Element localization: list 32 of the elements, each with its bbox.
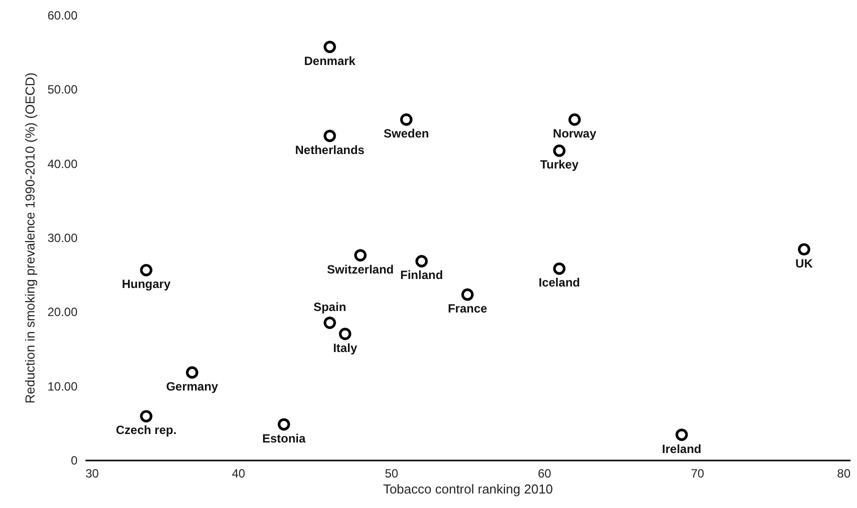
annotation: Estonia	[262, 431, 306, 446]
x-tick-label: 40	[232, 466, 246, 480]
annotation: Germany	[166, 379, 218, 394]
annotation: Switzerland	[327, 262, 394, 276]
annotation: Sweden	[384, 126, 429, 141]
annotation: Turkey	[540, 158, 579, 172]
annotation: Iceland	[538, 276, 580, 290]
annotation: Spain	[313, 300, 346, 314]
annotation: Italy	[333, 340, 358, 355]
y-tick-label: 30.00	[47, 231, 78, 245]
x-axis-title: Tobacco control ranking 2010	[383, 482, 553, 496]
annotation: UK	[795, 256, 814, 270]
x-tick-label: 80	[837, 466, 851, 480]
y-tick-label: 10.00	[47, 379, 78, 394]
y-tick-label: 60.00	[47, 8, 78, 22]
y-axis-title: Reduction in smoking prevalence 1990-2010 (%) (OECD)	[22, 72, 38, 404]
annotation: Netherlands	[295, 142, 365, 157]
annotation: Finland	[400, 268, 443, 282]
y-tick-label: 40.00	[47, 156, 78, 171]
annotation: Czech rep.	[116, 423, 177, 438]
annotation: Hungary	[122, 277, 171, 292]
annotation: Denmark	[304, 54, 356, 68]
y-tick-label: 0	[70, 454, 78, 468]
x-tick-label: 70	[690, 466, 704, 480]
x-tick-label: 30	[86, 466, 100, 480]
x-tick-label: 60	[538, 466, 552, 480]
y-tick-label: 20.00	[47, 305, 78, 320]
annotation: Norway	[552, 126, 597, 141]
x-tick-label: 50	[384, 466, 398, 480]
annotation: France	[448, 302, 488, 316]
annotation: Ireland	[662, 442, 702, 456]
y-tick-label: 50.00	[47, 82, 78, 97]
